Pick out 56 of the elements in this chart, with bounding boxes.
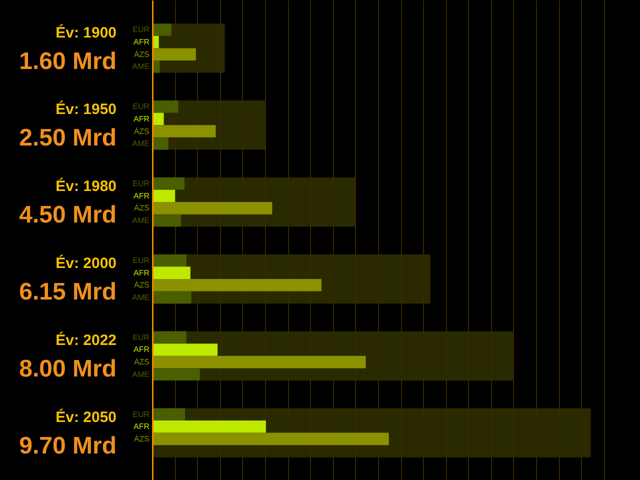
text: AME <box>132 216 150 225</box>
bar <box>152 408 186 420</box>
bar <box>152 24 172 36</box>
series-label: EUR <box>132 25 150 34</box>
bar <box>152 48 196 60</box>
text: EUR <box>132 256 150 265</box>
text: ÁZS <box>134 204 150 213</box>
bar <box>152 190 176 202</box>
y-tick-label: Év: 2050 <box>56 408 117 426</box>
text: ÁZS <box>134 280 150 290</box>
bar <box>152 137 168 150</box>
series-label: AFR <box>134 38 150 47</box>
bar <box>152 291 192 304</box>
text: AFR <box>134 191 150 200</box>
text: AFR <box>134 268 150 278</box>
text: AME <box>132 292 150 302</box>
text: AME <box>132 370 150 379</box>
data-label: 6.15 Mrd <box>19 278 117 306</box>
bar <box>152 266 190 279</box>
text: EUR <box>132 410 150 419</box>
y-tick-label: Év: 1900 <box>56 23 117 42</box>
bar <box>152 202 272 214</box>
data-label: 1.60 Mrd <box>19 48 117 75</box>
y-tick-label: Év: 2000 <box>56 254 117 272</box>
data-label: 8.00 Mrd <box>19 355 117 382</box>
data-label: 4.50 Mrd <box>19 202 117 229</box>
series-label: ÁZS <box>134 50 150 59</box>
bar <box>152 368 200 380</box>
series-label: AME <box>132 62 150 72</box>
text: AFR <box>134 345 150 354</box>
y-tick-label: Év: 1980 <box>56 177 117 196</box>
bar <box>152 356 366 368</box>
text: EUR <box>132 179 150 188</box>
text: ÁZS <box>134 434 150 444</box>
bar <box>152 344 218 356</box>
text: AME <box>132 139 150 148</box>
text: EUR <box>132 102 150 112</box>
text: AFR <box>134 114 150 124</box>
data-label: 2.50 Mrd <box>19 124 117 152</box>
y-tick-label: Év: 1950 <box>56 100 117 118</box>
bar <box>152 177 185 190</box>
bar <box>152 214 181 227</box>
y-tick-label: Év: 2022 <box>56 331 117 349</box>
text: EUR <box>132 332 150 342</box>
bar <box>152 100 178 113</box>
data-label: 9.70 Mrd <box>19 432 117 460</box>
text: ÁZS <box>134 358 150 367</box>
bar <box>152 432 389 446</box>
text: ÁZS <box>134 126 150 136</box>
bar <box>152 420 266 433</box>
text: AFR <box>134 422 150 432</box>
bar <box>152 331 186 344</box>
bar <box>152 125 216 138</box>
bar <box>152 112 164 126</box>
bar <box>152 278 322 292</box>
bar <box>152 254 186 267</box>
